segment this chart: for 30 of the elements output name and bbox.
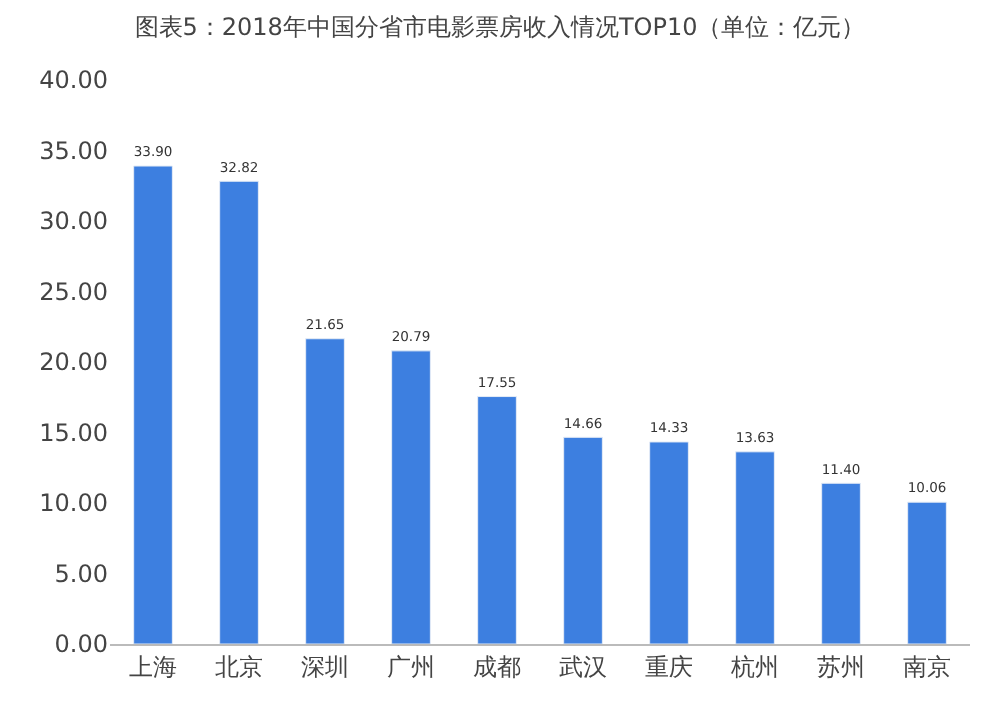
x-tick-label: 广州: [387, 652, 435, 681]
bar: [907, 501, 947, 644]
y-tick-label: 30.00: [39, 207, 108, 236]
x-tick-label: 重庆: [645, 652, 693, 681]
bar: [477, 396, 517, 644]
bar: [305, 338, 345, 644]
bar: [219, 180, 259, 644]
x-tick-label: 杭州: [729, 652, 779, 681]
y-tick-label: 20.00: [39, 348, 108, 377]
y-tick-label: 10.00: [39, 489, 108, 518]
bar: [133, 165, 173, 644]
y-tick-label: 15.00: [39, 418, 108, 447]
x-tick-label: 苏州: [817, 652, 865, 681]
x-tick-label: 北京: [215, 652, 263, 681]
y-tick-label: 5.00: [54, 559, 108, 588]
x-tick-label: 南京: [903, 652, 951, 681]
y-tick-label: 0.00: [54, 630, 108, 659]
bar: [391, 350, 431, 644]
x-tick-label: 成都: [473, 652, 521, 681]
bar: [821, 482, 861, 644]
y-tick-label: 40.00: [39, 66, 108, 95]
bar: [563, 436, 603, 644]
y-tick-label: 35.00: [39, 136, 108, 165]
bar: [735, 451, 775, 644]
chart-title: 图表5：2018年中国分省市电影票房收入情况TOP10（单位：亿元）: [134, 12, 866, 41]
bar: [649, 441, 689, 644]
y-tick-label: 25.00: [39, 277, 108, 306]
x-tick-label: 武汉: [559, 652, 607, 681]
x-tick-label: 深圳: [301, 652, 349, 681]
x-tick-label: 上海: [129, 652, 177, 681]
